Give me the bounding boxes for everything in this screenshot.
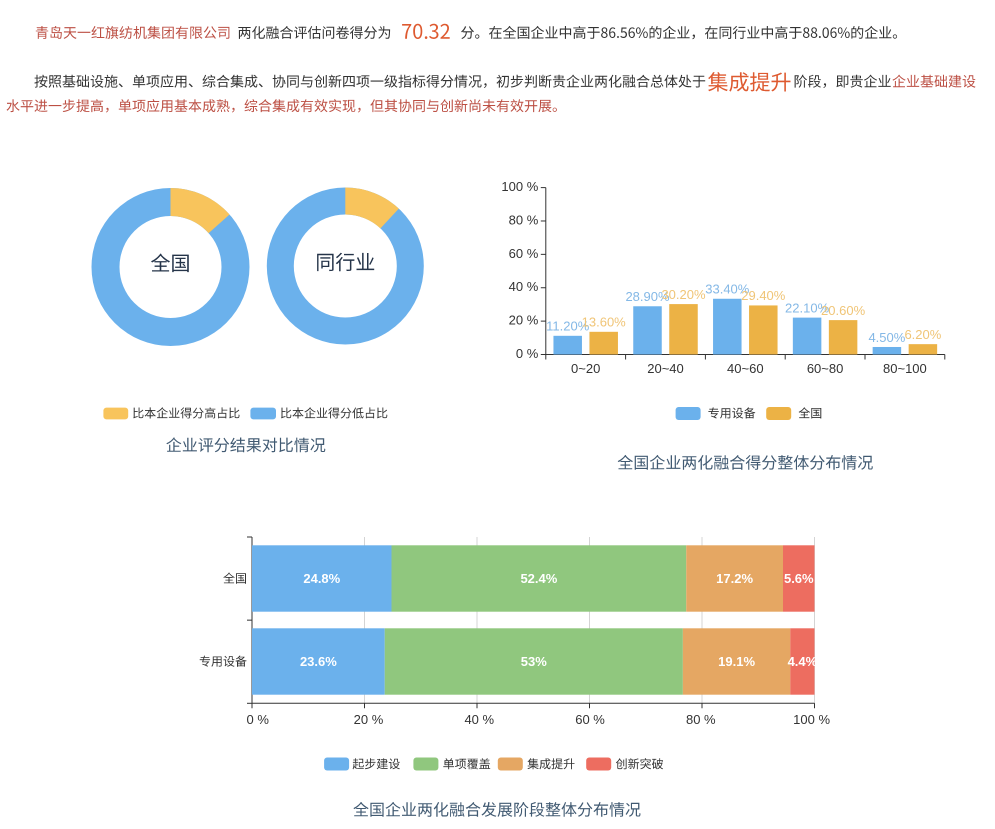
svg-text:6.20%: 6.20% xyxy=(904,327,941,342)
svg-text:24.8%: 24.8% xyxy=(303,571,340,586)
svg-text:0 %: 0 % xyxy=(246,712,269,727)
svg-text:33.40%: 33.40% xyxy=(705,282,750,297)
svg-text:20~40: 20~40 xyxy=(647,361,684,376)
svg-text:60 %: 60 % xyxy=(575,712,605,727)
svg-text:60~80: 60~80 xyxy=(807,361,844,376)
svg-text:20 %: 20 % xyxy=(509,313,539,328)
svg-text:40~60: 40~60 xyxy=(727,361,764,376)
svg-text:4.50%: 4.50% xyxy=(868,330,905,345)
svg-text:11.20%: 11.20% xyxy=(546,319,590,334)
svg-text:40 %: 40 % xyxy=(509,279,539,294)
svg-text:19.1%: 19.1% xyxy=(718,654,755,669)
svg-text:20.60%: 20.60% xyxy=(821,303,866,318)
svg-text:17.2%: 17.2% xyxy=(716,571,753,586)
svg-text:40 %: 40 % xyxy=(464,712,494,727)
svg-text:0~20: 0~20 xyxy=(571,361,600,376)
svg-text:52.4%: 52.4% xyxy=(520,571,557,586)
svg-text:29.40%: 29.40% xyxy=(741,288,786,303)
svg-text:5.6%: 5.6% xyxy=(784,571,814,586)
svg-text:13.60%: 13.60% xyxy=(582,315,627,330)
svg-text:0 %: 0 % xyxy=(516,346,539,361)
svg-text:22.10%: 22.10% xyxy=(785,300,830,315)
svg-text:4.4%: 4.4% xyxy=(788,654,818,669)
svg-text:80 %: 80 % xyxy=(509,212,539,227)
svg-text:80 %: 80 % xyxy=(686,712,716,727)
svg-text:30.20%: 30.20% xyxy=(661,287,706,302)
svg-text:53%: 53% xyxy=(521,654,547,669)
svg-text:20 %: 20 % xyxy=(354,712,384,727)
svg-text:60 %: 60 % xyxy=(509,246,539,261)
svg-text:23.6%: 23.6% xyxy=(300,654,337,669)
svg-text:100 %: 100 % xyxy=(501,179,538,194)
svg-text:100 %: 100 % xyxy=(793,712,830,727)
svg-text:28.90%: 28.90% xyxy=(625,289,670,304)
svg-text:80~100: 80~100 xyxy=(883,361,927,376)
